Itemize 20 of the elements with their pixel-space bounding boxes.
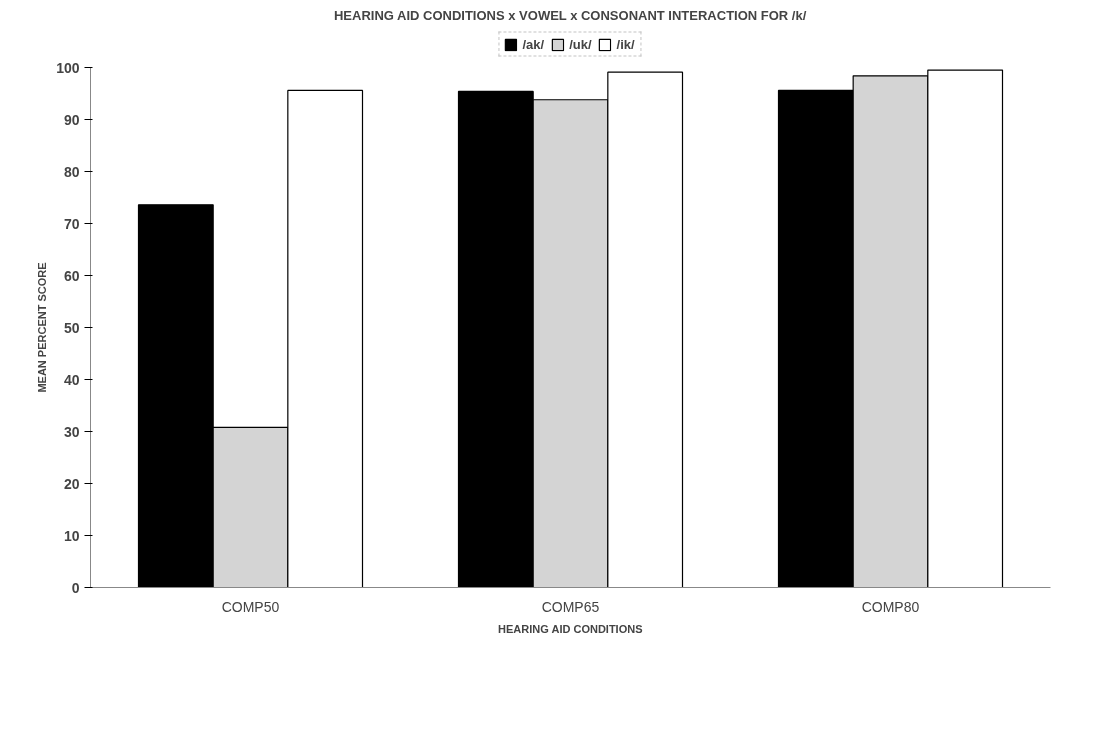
x-axis-title: HEARING AID CONDITIONS: [498, 622, 643, 635]
legend-label: /ak/: [522, 36, 545, 52]
y-tick-label: 0: [71, 579, 80, 596]
x-tick-label: COMP80: [861, 598, 920, 615]
x-tick-label: COMP65: [541, 598, 600, 615]
y-tick-label: 70: [63, 215, 80, 232]
y-tick-label: 10: [63, 527, 80, 544]
y-tick-label: 60: [63, 267, 80, 284]
y-tick-label: 30: [63, 423, 80, 440]
legend-label: /ik/: [616, 36, 636, 52]
x-tick-label: COMP50: [221, 598, 280, 615]
legend-label: /uk/: [569, 36, 592, 52]
y-tick-label: 40: [63, 371, 80, 388]
y-tick-label: 20: [63, 475, 80, 492]
y-tick-label: 50: [63, 319, 80, 336]
y-axis-title: MEAN PERCENT SCORE: [36, 262, 49, 393]
chart-title: HEARING AID CONDITIONS x VOWEL x CONSONANT INTERACTION FOR /k/: [333, 7, 807, 23]
y-tick-label: 80: [63, 163, 80, 180]
y-tick-label: 90: [63, 111, 80, 128]
y-tick-label: 100: [56, 59, 80, 76]
